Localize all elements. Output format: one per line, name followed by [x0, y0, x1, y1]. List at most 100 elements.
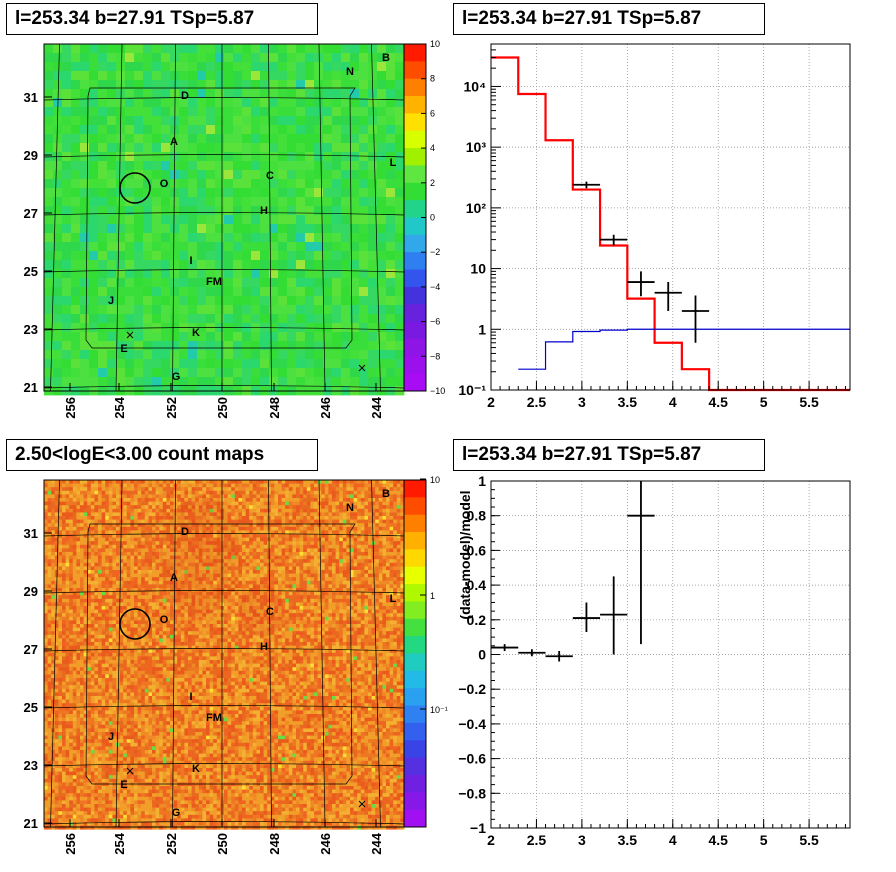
map-label: N — [346, 66, 354, 78]
map-label: A — [170, 136, 178, 148]
map-pixels — [44, 44, 405, 396]
cross-marker — [358, 364, 366, 372]
map-label: L — [390, 157, 397, 169]
y-tick-label: 0.2 — [467, 612, 487, 628]
map-label: C — [266, 606, 274, 618]
colorbar-swatch — [404, 373, 426, 392]
colorbar-tick-label: −2 — [430, 247, 440, 257]
map-x-tick-label: 256 — [63, 833, 78, 855]
colorbar-swatch — [404, 740, 426, 759]
y-tick-label: −0.6 — [458, 751, 486, 767]
colorbar-swatch — [404, 514, 426, 533]
map-x-tick-label: 252 — [164, 833, 179, 855]
colorbar-swatch — [404, 78, 426, 97]
map-label: H — [260, 205, 268, 217]
y-tick-label: 10³ — [466, 139, 487, 155]
colorbar-swatch — [404, 217, 426, 236]
colorbar-swatch — [404, 321, 426, 340]
map-x-tick-label: 254 — [112, 832, 127, 854]
map-x-tick-label: 246 — [318, 833, 333, 855]
colorbar-frame — [403, 43, 427, 392]
x-tick-label: 5 — [760, 394, 768, 410]
map-label: C — [266, 170, 274, 182]
y-tick-label: 10² — [466, 200, 487, 216]
map-label: K — [192, 763, 200, 775]
map-y-tick-label: 25 — [24, 264, 38, 279]
coordinate-grid — [43, 43, 405, 392]
map-label: O — [160, 178, 169, 190]
colorbar-tick-label: −8 — [430, 351, 440, 361]
cross-marker — [126, 331, 134, 339]
colorbar-swatch — [404, 113, 426, 132]
map-x-tick-label: 248 — [267, 833, 282, 855]
map-y-tick-label: 27 — [24, 642, 38, 657]
y-tick-label: 0.6 — [467, 542, 487, 558]
map-x-tick-label: 250 — [215, 397, 230, 419]
colorbar-swatch — [404, 532, 426, 550]
data-point — [627, 271, 655, 297]
colorbar-swatch — [404, 618, 426, 637]
colorbar-tick-label: 10⁻¹ — [430, 705, 448, 715]
colorbar-swatch — [404, 688, 426, 707]
colorbar-tick-label: −4 — [430, 282, 440, 292]
map-label: I — [189, 691, 192, 703]
map-label: K — [192, 327, 200, 339]
colorbar-swatch — [404, 130, 426, 149]
grid — [491, 44, 850, 390]
map-label: J — [108, 731, 114, 743]
colorbar-swatch — [404, 809, 426, 828]
x-tick-label: 3.5 — [618, 394, 638, 410]
residual-point — [627, 481, 655, 645]
map-label: B — [382, 488, 390, 500]
colorbar-swatch — [404, 670, 426, 689]
colorbar-tick-label: −6 — [430, 317, 440, 327]
x-tick-label: 5.5 — [799, 394, 819, 410]
colorbar-swatch — [404, 653, 426, 672]
map-x-tick-label: 256 — [63, 397, 78, 419]
y-tick-label: −0.8 — [458, 785, 486, 801]
map-y-tick-label: 21 — [24, 816, 38, 831]
map-x-tick-label: 244 — [369, 396, 384, 418]
data-point — [654, 282, 682, 312]
colorbar-swatch — [404, 584, 426, 602]
map-label: N — [346, 502, 354, 514]
map-x-tick-label: 246 — [318, 397, 333, 419]
y-tick-label: 10⁻¹ — [458, 382, 486, 398]
colorbar-swatch — [404, 566, 426, 585]
colorbar-swatch — [404, 601, 426, 620]
y-axis-label: (data-model)/model — [457, 490, 473, 619]
colorbar-frame — [403, 479, 427, 828]
grid — [491, 481, 850, 828]
x-tick-label: 3.5 — [618, 832, 638, 848]
model-step-line — [491, 56, 850, 392]
plot-frame — [490, 480, 851, 829]
data-point — [572, 181, 601, 189]
colorbar-swatch — [404, 757, 426, 776]
map-y-tick-label: 23 — [24, 758, 38, 773]
cross-marker — [126, 767, 134, 775]
colorbar-swatch — [404, 774, 426, 793]
map-label: G — [172, 807, 181, 819]
x-tick-label: 2.5 — [527, 832, 547, 848]
map-x-tick-label: 244 — [369, 832, 384, 854]
roi-outline — [85, 87, 356, 349]
colorbar-tick-label: 6 — [430, 108, 435, 118]
colorbar-swatch — [404, 636, 426, 654]
colorbar-tick-label: 8 — [430, 74, 435, 84]
residual-point — [572, 602, 601, 632]
x-tick-label: 3 — [578, 832, 586, 848]
colorbar-swatch — [404, 165, 426, 184]
residual-point — [545, 651, 573, 662]
x-tick-label: 2.5 — [527, 394, 547, 410]
residual-title: l=253.34 b=27.91 TSp=5.87 — [453, 439, 765, 471]
map-bl-title: 2.50<logE<3.00 count maps — [6, 439, 318, 471]
colorbar-swatch — [404, 356, 426, 375]
map-label: E — [120, 343, 127, 355]
colorbar-swatch — [404, 269, 426, 288]
cross-marker — [358, 800, 366, 808]
colorbar-tick-label: 10 — [430, 475, 440, 485]
y-tick-label: 10 — [470, 261, 486, 277]
map-label: FM — [206, 276, 222, 288]
